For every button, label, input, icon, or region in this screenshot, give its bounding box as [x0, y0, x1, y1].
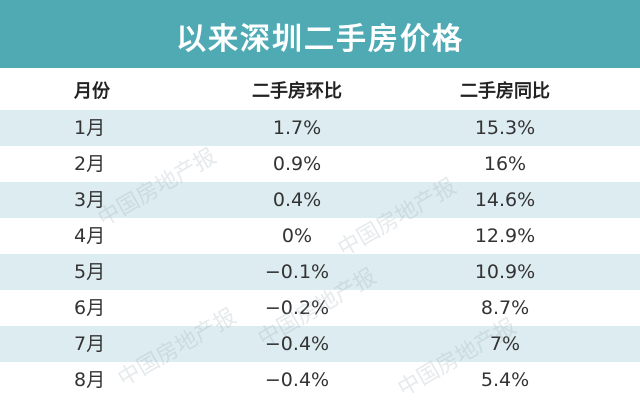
title: 以来深圳二手房价格 [176, 22, 464, 57]
table-row: 2月 0.9% 16% [0, 146, 640, 182]
table-cell: 8月 [74, 369, 106, 391]
title-band: 以来深圳二手房价格 [0, 0, 640, 68]
table-cell: 0.9% [272, 153, 322, 175]
column-header: 二手房同比 [460, 81, 550, 102]
table-row: 4月 0% 12.9% [0, 218, 640, 254]
table-row: 3月 0.4% 14.6% [0, 182, 640, 218]
table-row: 7月 −0.4% 7% [0, 326, 640, 362]
table-cell: 12.9% [474, 225, 536, 247]
table-cell: 3月 [74, 189, 106, 211]
table-cell: −0.4% [264, 333, 330, 355]
table-cell: 5.4% [480, 369, 530, 391]
table-row: 5月 −0.1% 10.9% [0, 254, 640, 290]
table-cell: 8.7% [480, 297, 530, 319]
table-cell: 14.6% [474, 189, 536, 211]
table-cell: −0.4% [264, 369, 330, 391]
table-cell: 10.9% [474, 261, 536, 283]
table-row: 8月 −0.4% 5.4% [0, 362, 640, 398]
table-cell: 0% [281, 225, 313, 247]
table-cell: 7月 [74, 333, 106, 355]
table-cell: 7% [489, 333, 521, 355]
column-header: 二手房环比 [252, 81, 342, 102]
column-header: 月份 [74, 81, 110, 102]
table-cell: 16% [483, 153, 527, 175]
table-cell: 5月 [74, 261, 106, 283]
table-cell: 0.4% [272, 189, 322, 211]
table-cell: 2月 [74, 153, 106, 175]
header-row: 月份 二手房环比 二手房同比 [0, 74, 640, 110]
table-cell: 6月 [74, 297, 106, 319]
table-cell: 4月 [74, 225, 106, 247]
table-row: 1月 1.7% 15.3% [0, 110, 640, 146]
table-row: 6月 −0.2% 8.7% [0, 290, 640, 326]
table-cell: 1.7% [272, 117, 322, 139]
table-cell: −0.2% [264, 297, 330, 319]
table-cell: −0.1% [264, 261, 330, 283]
table-cell: 1月 [74, 117, 106, 139]
table-cell: 15.3% [474, 117, 536, 139]
